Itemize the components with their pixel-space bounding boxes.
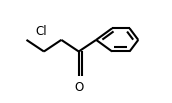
Text: O: O	[74, 81, 83, 94]
Text: Cl: Cl	[35, 25, 47, 38]
